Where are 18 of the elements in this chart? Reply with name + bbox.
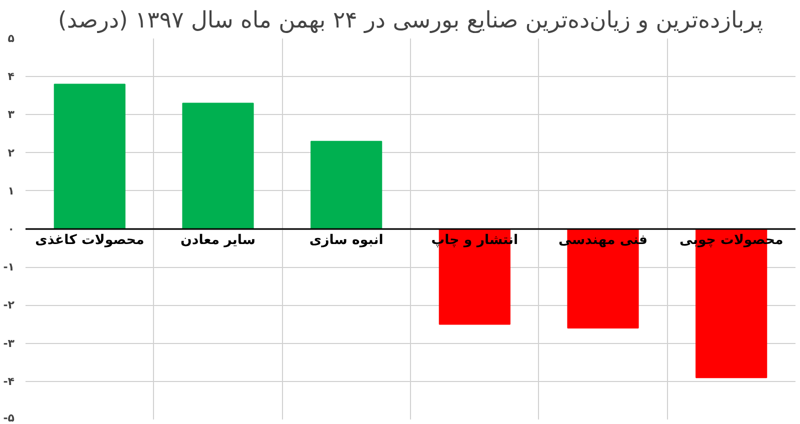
y-tick-label: ۲ [8, 146, 15, 160]
chart-title: پربازده‌ترین و زیان‌ده‌ترین صنایع بورسی در ۲۴ بهمن ماه سال ۱۳۹۷ (درصد) [58, 8, 764, 34]
x-tick-label: محصولات کاغذی [35, 232, 144, 248]
bar [54, 84, 126, 230]
y-tick-label: -۴ [3, 374, 15, 388]
y-tick-label: ۰ [8, 222, 15, 236]
x-tick-label: انبوه سازی [309, 232, 384, 248]
y-tick-label: ۵ [8, 32, 15, 45]
y-tick-label: ۴ [8, 70, 15, 84]
y-tick-label: -۱ [3, 260, 14, 274]
y-tick-label: -۲ [3, 298, 15, 312]
bar [182, 102, 254, 230]
y-tick-label: -۵ [3, 412, 15, 424]
x-tick-label: سایر معادن [180, 232, 256, 248]
y-tick-label: -۳ [3, 336, 15, 350]
bar [310, 140, 382, 230]
y-tick-label: ۱ [8, 184, 15, 198]
y-tick-label: ۳ [8, 108, 15, 122]
